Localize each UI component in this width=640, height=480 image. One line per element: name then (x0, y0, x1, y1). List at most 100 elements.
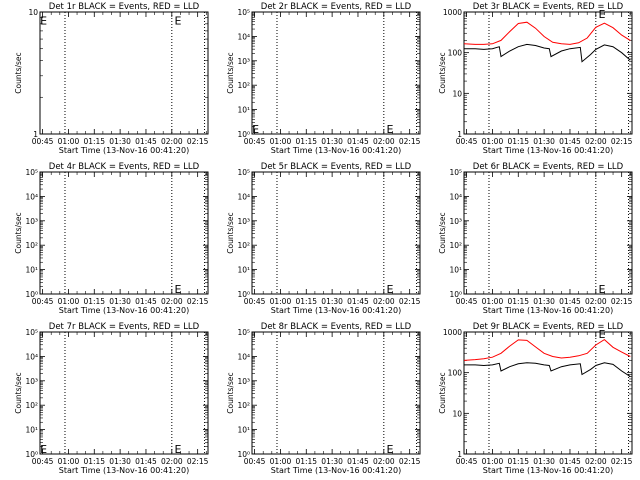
y-tick-label: 100 (448, 49, 463, 58)
x-tick-label: 02:15 (611, 297, 633, 306)
x-tick-label: 01:45 (559, 457, 581, 466)
x-tick-label: 00:45 (32, 137, 54, 146)
y-tick-label: 10⁰ (449, 290, 462, 299)
x-tick-label: 01:45 (559, 137, 581, 146)
y-tick-label: 10⁵ (25, 168, 38, 177)
y-axis-label: Counts/sec (438, 52, 447, 93)
x-tick-label: 01:00 (58, 137, 80, 146)
event-marker: E (387, 443, 394, 456)
x-tick-label: 00:45 (244, 297, 266, 306)
y-tick-label: 100 (448, 369, 463, 378)
panel-3: Det 3r BLACK = Events, RED = LLD 1 10 100 10… (438, 2, 633, 155)
plot-frame (39, 171, 209, 295)
x-tick-label: 02:00 (585, 297, 607, 306)
y-tick-label: 10⁴ (237, 352, 250, 361)
y-tick-label: 1 (457, 130, 462, 139)
x-tick-label: 02:15 (187, 457, 209, 466)
panel-2: Det 2r BLACK = Events, RED = LLD 10⁰ 10¹ 10… (226, 2, 421, 155)
y-tick-label: 10⁴ (25, 192, 38, 201)
y-tick-label: 10² (237, 401, 250, 410)
y-axis-label: Counts/sec (438, 372, 447, 413)
x-tick-label: 01:15 (507, 457, 529, 466)
x-tick-label: 01:30 (321, 457, 343, 466)
lld-series-line (463, 21, 631, 45)
x-tick-label: 02:00 (373, 457, 395, 466)
event-marker: E (599, 283, 606, 296)
x-tick-label: 01:15 (83, 137, 105, 146)
y-tick-label: 10² (25, 401, 38, 410)
y-axis-label: Counts/sec (14, 372, 23, 413)
x-tick-label: 02:15 (611, 457, 633, 466)
y-tick-label: 10⁴ (237, 32, 250, 41)
y-tick-label: 1000 (443, 8, 462, 17)
panel-title: Det 2r BLACK = Events, RED = LLD (261, 2, 412, 12)
x-axis-label: Start Time (13-Nov-16 00:41:20) (483, 146, 613, 155)
panel-5: Det 5r BLACK = Events, RED = LLD 10⁰ 10¹ 10… (226, 162, 421, 315)
x-tick-label: 01:30 (533, 137, 555, 146)
x-tick-label: 01:30 (533, 457, 555, 466)
x-tick-label: 02:00 (161, 137, 183, 146)
panels: Det 1r BLACK = Events, RED = LLD 1 10 00:45… (14, 2, 633, 475)
y-tick-label: 10⁰ (25, 450, 38, 459)
x-tick-label: 01:45 (347, 297, 369, 306)
x-tick-label: 02:15 (187, 297, 209, 306)
y-tick-label: 10² (237, 81, 250, 90)
x-tick-label: 00:45 (32, 297, 54, 306)
panel-1: Det 1r BLACK = Events, RED = LLD 1 10 00:45… (14, 2, 209, 155)
x-tick-label: 01:30 (109, 297, 131, 306)
events-series-line (464, 43, 631, 63)
lld-series-line (463, 338, 631, 361)
y-tick-label: 10 (28, 8, 38, 17)
plot-frame (463, 171, 633, 295)
panel-9: Det 9r BLACK = Events, RED = LLD 1 10 100 10… (438, 322, 633, 475)
x-tick-label: 02:15 (399, 457, 421, 466)
x-tick-label: 01:15 (295, 137, 317, 146)
panel-6: Det 6r BLACK = Events, RED = LLD 10⁰ 10¹ 10… (438, 162, 633, 315)
x-tick-label: 01:00 (58, 297, 80, 306)
y-axis-label: Counts/sec (226, 212, 235, 253)
y-tick-label: 10⁴ (25, 352, 38, 361)
event-marker: E (252, 123, 259, 136)
x-axis-label: Start Time (13-Nov-16 00:41:20) (483, 466, 613, 475)
y-tick-label: 10¹ (25, 426, 38, 435)
x-tick-label: 00:45 (32, 457, 54, 466)
y-tick-label: 10⁴ (449, 192, 462, 201)
y-tick-label: 10³ (25, 377, 38, 386)
event-marker: E (175, 15, 182, 28)
y-tick-label: 10⁵ (237, 168, 250, 177)
y-tick-label: 10³ (237, 377, 250, 386)
x-tick-label: 01:00 (482, 297, 504, 306)
x-tick-label: 01:45 (135, 457, 157, 466)
x-tick-label: 02:15 (187, 137, 209, 146)
plot-frame (251, 11, 421, 135)
x-tick-label: 00:45 (244, 137, 266, 146)
event-marker: E (175, 283, 182, 296)
plot-frame (251, 331, 421, 455)
panel-title: Det 6r BLACK = Events, RED = LLD (473, 162, 624, 172)
y-tick-label: 10⁵ (237, 8, 250, 17)
x-tick-label: 01:00 (482, 137, 504, 146)
panel-title: Det 3r BLACK = Events, RED = LLD (473, 2, 624, 12)
x-tick-label: 01:00 (58, 457, 80, 466)
x-tick-label: 01:15 (507, 137, 529, 146)
y-tick-label: 10⁰ (237, 130, 250, 139)
y-tick-label: 10⁰ (237, 290, 250, 299)
x-tick-label: 01:45 (135, 137, 157, 146)
y-tick-label: 10¹ (449, 266, 462, 275)
y-tick-label: 10⁵ (25, 328, 38, 337)
y-tick-label: 10² (237, 241, 250, 250)
event-marker: E (175, 443, 182, 456)
x-tick-label: 02:00 (373, 297, 395, 306)
x-tick-label: 02:00 (585, 137, 607, 146)
plot-frame (463, 11, 633, 135)
panel-8: Det 8r BLACK = Events, RED = LLD 10⁰ 10¹ 10… (226, 322, 421, 475)
event-marker: E (40, 443, 47, 456)
x-tick-label: 01:30 (321, 297, 343, 306)
panel-title: Det 7r BLACK = Events, RED = LLD (49, 322, 200, 332)
x-tick-label: 01:15 (507, 297, 529, 306)
panel-title: Det 4r BLACK = Events, RED = LLD (49, 162, 200, 172)
y-axis-label: Counts/sec (226, 372, 235, 413)
x-tick-label: 01:15 (83, 297, 105, 306)
event-marker: E (387, 283, 394, 296)
x-tick-label: 02:00 (161, 297, 183, 306)
